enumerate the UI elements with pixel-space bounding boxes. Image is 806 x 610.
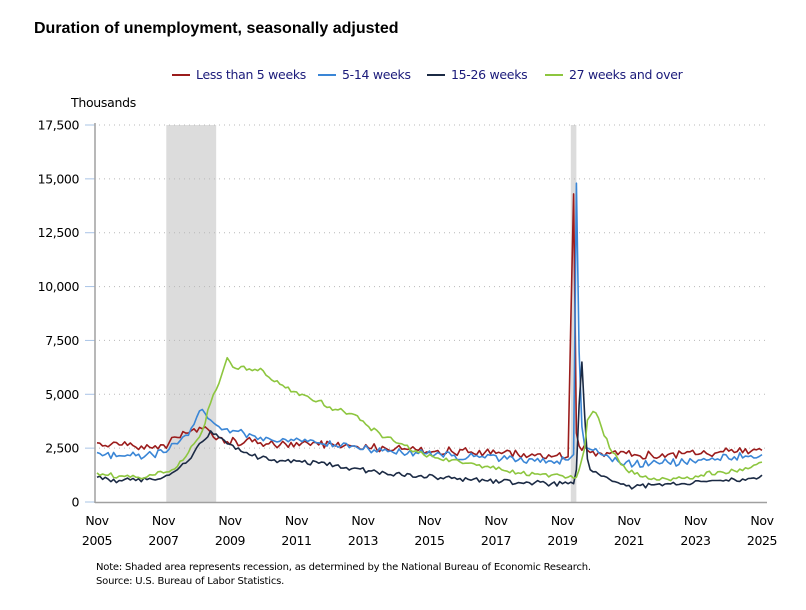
x-tick-label-month: Nov: [484, 513, 508, 528]
legend-item-5-14-weeks: 5-14 weeks: [318, 67, 411, 82]
x-tick-label-month: Nov: [85, 513, 109, 528]
x-tick-label-month: Nov: [152, 513, 176, 528]
x-tick-label-year: 2017: [481, 533, 511, 548]
chart-title: Duration of unemployment, seasonally adj…: [34, 20, 399, 37]
chart-footnote: Note: Shaded area represents recession, …: [96, 561, 591, 589]
recession-shading-group: [166, 125, 577, 502]
x-tick-label-year: 2021: [614, 533, 644, 548]
legend-swatch-27-weeks-and-over: [545, 73, 563, 76]
series-line-27-weeks-and-over: [96, 356, 763, 482]
series-line-5-14-weeks: [96, 182, 763, 468]
x-tick-label-month: Nov: [750, 513, 774, 528]
legend-label: Less than 5 weeks: [196, 67, 306, 82]
axes-group: [94, 123, 767, 504]
x-tick-label-year: 2005: [82, 533, 112, 548]
x-tick-label-year: 2015: [414, 533, 444, 548]
x-tick-label-year: 2025: [747, 533, 777, 548]
series-lines-group: [96, 182, 763, 490]
y-tick-label: 5,000: [45, 387, 79, 402]
recession-shade-1: [166, 125, 217, 502]
source-note: Source: U.S. Bureau of Labor Statistics.: [96, 576, 285, 587]
y-tick-label: 12,500: [38, 225, 80, 240]
y-axis-ticks-group: 0 2,500 5,000 7,500 10,000 12,500 15,000 17,500: [38, 118, 95, 510]
x-tick-label-year: 2019: [547, 533, 578, 548]
legend-label: 15-26 weeks: [451, 67, 528, 82]
x-tick-label-month: Nov: [218, 513, 242, 528]
x-tick-label-month: Nov: [418, 513, 442, 528]
x-tick-label-year: 2009: [215, 533, 246, 548]
x-tick-label-month: Nov: [351, 513, 375, 528]
legend-item-27-weeks-and-over: 27 weeks and over: [545, 67, 683, 82]
chart-legend: Less than 5 weeks 5-14 weeks 15-26 weeks…: [0, 67, 806, 87]
y-tick-label: 17,500: [38, 118, 80, 133]
legend-swatch-less-than-5-weeks: [172, 73, 190, 76]
recession-note: Note: Shaded area represents recession, …: [96, 562, 591, 573]
x-tick-label-month: Nov: [285, 513, 309, 528]
x-tick-label-year: 2011: [281, 533, 311, 548]
x-tick-label-year: 2023: [680, 533, 710, 548]
x-axis-ticks-group: Nov 2005 Nov 2007 Nov 2009 Nov 2011 Nov 2013 Nov 20…: [82, 513, 778, 548]
series-line-15-26-weeks: [96, 361, 763, 490]
legend-swatch-5-14-weeks: [318, 73, 336, 76]
legend-swatch-15-26-weeks: [427, 73, 445, 76]
y-tick-label: 15,000: [38, 171, 80, 186]
legend-label: 5-14 weeks: [342, 67, 411, 82]
y-tick-label: 0: [71, 495, 79, 510]
legend-label: 27 weeks and over: [569, 67, 683, 82]
x-tick-label-month: Nov: [684, 513, 708, 528]
y-axis-units-label: Thousands: [71, 95, 136, 110]
y-tick-label: 10,000: [38, 279, 80, 294]
y-tick-label: 7,500: [45, 333, 79, 348]
legend-item-15-26-weeks: 15-26 weeks: [427, 67, 528, 82]
x-tick-label-year: 2013: [348, 533, 378, 548]
x-tick-label-month: Nov: [551, 513, 575, 528]
y-tick-label: 2,500: [45, 441, 79, 456]
x-tick-label-year: 2007: [148, 533, 178, 548]
legend-item-less-than-5-weeks: Less than 5 weeks: [172, 67, 306, 82]
recession-shade-2: [570, 125, 577, 502]
x-tick-label-month: Nov: [617, 513, 641, 528]
